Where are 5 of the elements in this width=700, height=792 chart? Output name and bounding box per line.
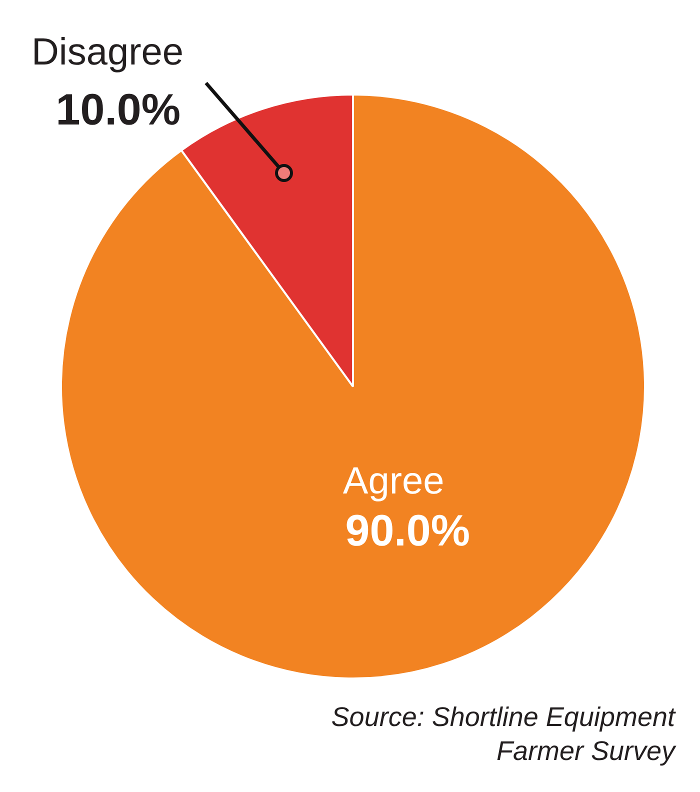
- data-label: 10.0%: [56, 86, 181, 135]
- slice-label: Disagree: [31, 32, 184, 74]
- source-note: Source: Shortline Equipment Farmer Survey: [330, 701, 675, 768]
- slice-label: Agree: [342, 460, 444, 502]
- data-label: 90.0%: [345, 506, 470, 556]
